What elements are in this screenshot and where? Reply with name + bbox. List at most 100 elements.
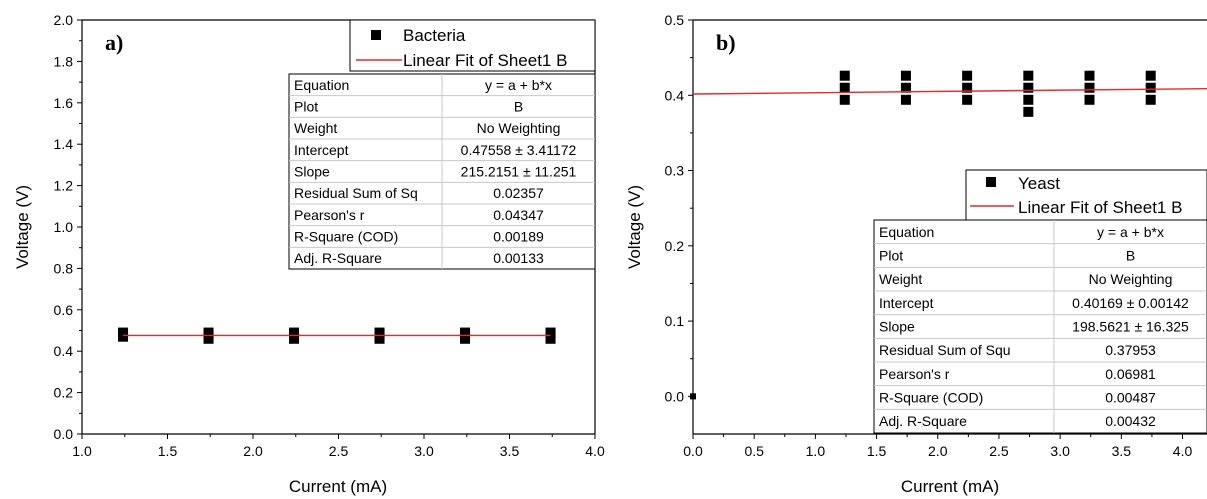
y-tick-label: 2.0 bbox=[54, 12, 74, 28]
y-tick-label: 0.4 bbox=[665, 87, 685, 103]
data-point bbox=[118, 327, 129, 338]
chart-panel-a: 1.0 1.5 2.0 2.5 3.0 3.5 4.0 0.0 0.2 0.4 0.6 0.8 1.0 1… bbox=[13, 12, 605, 496]
x-tick-label: 2.5 bbox=[989, 443, 1009, 459]
data-point bbox=[1023, 106, 1034, 117]
x-tick-label: 0.0 bbox=[683, 443, 703, 459]
x-axis-title: Current (mA) bbox=[901, 477, 999, 496]
data-point bbox=[1084, 82, 1095, 93]
data-point bbox=[1084, 94, 1095, 105]
legend: Bacteria Linear Fit of Sheet1 B bbox=[349, 19, 596, 72]
y-tick-label: 0.8 bbox=[54, 260, 74, 276]
stats-table-key: Pearson's r bbox=[879, 366, 950, 382]
stats-table-value: 0.00133 bbox=[493, 250, 544, 266]
x-tick-label: 2.0 bbox=[928, 443, 948, 459]
stats-table-value: No Weighting bbox=[1089, 271, 1173, 287]
data-point bbox=[1023, 70, 1034, 81]
data-point bbox=[839, 82, 850, 93]
stats-table-value: No Weighting bbox=[477, 120, 561, 136]
stats-table-value: 0.06981 bbox=[1105, 366, 1156, 382]
legend-marker bbox=[371, 30, 381, 40]
stats-table-key: R-Square (COD) bbox=[294, 229, 398, 245]
y-tick-label: 0.4 bbox=[54, 343, 74, 359]
y-tick-label: 1.0 bbox=[54, 219, 74, 235]
stats-table-value: y = a + b*x bbox=[1097, 224, 1164, 240]
y-tick-label: 0.2 bbox=[54, 385, 74, 401]
y-tick-label: 1.4 bbox=[54, 136, 74, 152]
y-tick-label: 0.1 bbox=[665, 313, 685, 329]
stats-table-key: Weight bbox=[879, 271, 922, 287]
y-tick-label: 0.0 bbox=[54, 426, 74, 442]
stats-table-key: Weight bbox=[294, 120, 337, 136]
y-tick-label: 1.8 bbox=[54, 53, 74, 69]
data-point bbox=[962, 70, 973, 81]
stats-table-key: Adj. R-Square bbox=[879, 413, 967, 429]
stats-table-key: Intercept bbox=[879, 295, 934, 311]
y-tick-label: 0.5 bbox=[665, 12, 685, 28]
stats-table-value: 0.00432 bbox=[1105, 413, 1156, 429]
x-tick-label: 3.0 bbox=[414, 443, 434, 459]
legend-box bbox=[349, 19, 596, 72]
x-tick-label: 1.0 bbox=[72, 443, 92, 459]
stats-table-value: 0.40169 ± 0.00142 bbox=[1072, 295, 1189, 311]
stats-table-value: y = a + b*x bbox=[485, 77, 552, 93]
x-tick-label: 4.0 bbox=[1173, 443, 1193, 459]
stats-table-key: Plot bbox=[294, 99, 318, 115]
x-tick-label: 3.5 bbox=[1112, 443, 1132, 459]
stats-table-value: 215.2151 ± 11.251 bbox=[461, 164, 577, 180]
x-tick-label: 1.5 bbox=[158, 443, 178, 459]
stats-table-key: Equation bbox=[294, 77, 349, 93]
x-tick-label: 2.0 bbox=[243, 443, 263, 459]
data-point bbox=[1145, 70, 1156, 81]
stats-table-key: Slope bbox=[879, 319, 915, 335]
stats-table-value: 0.37953 bbox=[1105, 342, 1156, 358]
y-axis-title: Voltage (V) bbox=[13, 185, 32, 269]
legend-label-fit: Linear Fit of Sheet1 B bbox=[403, 51, 567, 70]
data-point bbox=[1023, 82, 1034, 93]
data-point bbox=[900, 82, 911, 93]
panel-label: a) bbox=[105, 30, 123, 55]
stats-table-value: 0.47558 ± 3.41172 bbox=[461, 142, 577, 158]
data-point bbox=[839, 94, 850, 105]
stats-table-key: Intercept bbox=[294, 142, 349, 158]
data-point bbox=[460, 327, 471, 338]
data-point bbox=[900, 94, 911, 105]
stats-table-key: Residual Sum of Squ bbox=[879, 342, 1011, 358]
chart-panel-b: 0.0 0.5 1.0 1.5 2.0 2.5 3.0 3.5 4.0 0.0 0.1 0.2 0.3 0… bbox=[625, 12, 1207, 496]
y-tick-label: 1.2 bbox=[54, 178, 74, 194]
legend-label-series: Bacteria bbox=[403, 26, 466, 45]
x-tick-label: 3.0 bbox=[1050, 443, 1070, 459]
x-axis-title: Current (mA) bbox=[289, 477, 387, 496]
legend: Yeast Linear Fit of Sheet1 B bbox=[965, 169, 1207, 221]
stats-table: Equation y = a + b*x Plot B Weight No Weighti… bbox=[873, 219, 1207, 434]
data-point bbox=[289, 327, 300, 338]
y-tick-label: 0.2 bbox=[665, 238, 685, 254]
y-tick-label: 1.6 bbox=[54, 95, 74, 111]
stats-table-value: B bbox=[514, 99, 523, 115]
stats-table-value: 0.04347 bbox=[493, 207, 544, 223]
stats-table-key: Residual Sum of Sq bbox=[294, 185, 418, 201]
x-tick-label: 0.5 bbox=[744, 443, 764, 459]
x-tick-label: 1.0 bbox=[806, 443, 826, 459]
stats-table-value: 0.00487 bbox=[1105, 390, 1156, 406]
y-tick-label: 0.0 bbox=[665, 388, 685, 404]
y-tick-label: 0.3 bbox=[665, 163, 685, 179]
data-point bbox=[545, 327, 556, 338]
legend-label-series: Yeast bbox=[1018, 174, 1060, 193]
stats-table-key: Equation bbox=[879, 224, 934, 240]
panel-label: b) bbox=[716, 30, 736, 55]
data-point bbox=[839, 70, 850, 81]
data-point bbox=[1084, 70, 1095, 81]
stats-table-value: 0.02357 bbox=[493, 185, 544, 201]
x-tick-label: 3.5 bbox=[500, 443, 520, 459]
stats-table-value: 0.00189 bbox=[493, 229, 544, 245]
x-tick-label: 1.5 bbox=[867, 443, 887, 459]
data-point bbox=[1145, 82, 1156, 93]
stats-table-key: Adj. R-Square bbox=[294, 250, 382, 266]
stats-table: Equation y = a + b*x Plot B Weight No Weighti… bbox=[288, 73, 596, 270]
stats-table-key: Pearson's r bbox=[294, 207, 365, 223]
stats-table-box bbox=[873, 219, 1207, 434]
data-point bbox=[1145, 94, 1156, 105]
data-point bbox=[900, 70, 911, 81]
data-point bbox=[203, 327, 214, 338]
